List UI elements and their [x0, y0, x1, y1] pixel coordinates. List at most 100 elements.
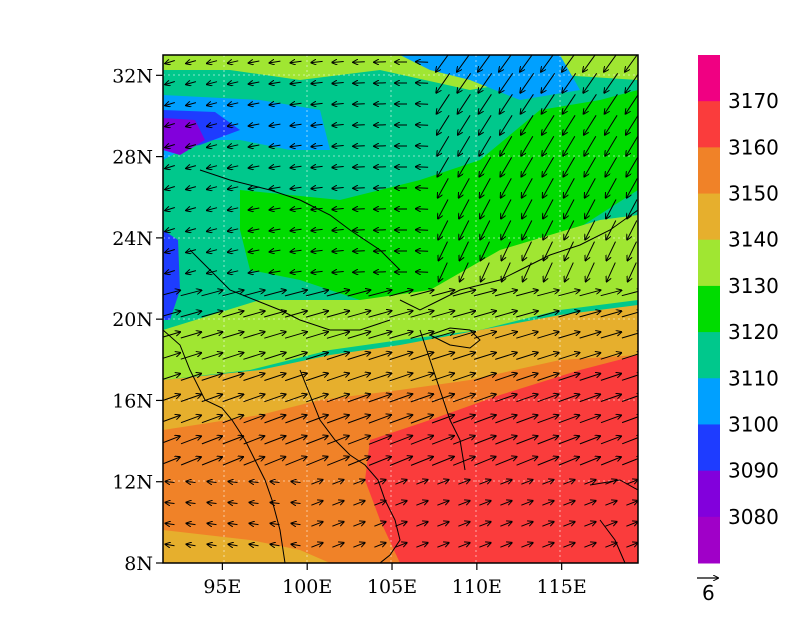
wind-arrow	[292, 503, 301, 504]
wind-arrow	[542, 157, 555, 176]
wind-arrow	[264, 353, 285, 360]
wind-arrow	[306, 394, 328, 403]
lon-label: 110E	[452, 576, 502, 598]
wind-arrow	[605, 115, 618, 134]
wind-arrow	[473, 353, 496, 360]
wind-arrow	[353, 188, 365, 189]
wind-arrow	[250, 482, 259, 483]
wind-arrow	[332, 146, 344, 147]
wind-arrow	[306, 436, 327, 445]
wind-arrow	[541, 73, 556, 92]
wind-arrow	[474, 415, 496, 424]
wind-arrow	[625, 73, 638, 92]
wind-arrow	[431, 415, 454, 424]
wind-arrow	[353, 146, 365, 147]
colorbar-swatch	[698, 101, 720, 148]
wind-arrow	[311, 145, 323, 146]
wind-arrow	[565, 241, 574, 261]
wind-arrow	[201, 374, 223, 381]
wind-arrow	[439, 241, 448, 261]
lat-label: 12N	[112, 472, 153, 494]
wind-arrow	[222, 311, 244, 318]
wind-arrow	[291, 271, 302, 273]
wind-arrow	[306, 457, 327, 466]
wind-arrow	[270, 229, 281, 231]
wind-arrow	[473, 311, 496, 318]
wind-arrow	[228, 229, 239, 231]
wind-arrow	[452, 332, 475, 339]
wind-arrow	[207, 124, 218, 127]
wind-arrow	[563, 501, 574, 506]
wind-arrow	[305, 332, 328, 339]
wind-arrow	[458, 522, 469, 527]
wind-arrow	[249, 61, 260, 63]
wind-arrow	[600, 395, 621, 402]
wind-arrow	[585, 220, 596, 240]
wind-arrow	[395, 480, 406, 485]
wind-arrow	[579, 311, 601, 318]
wind-arrow	[180, 457, 201, 466]
colorbar-swatch	[698, 55, 720, 102]
wind-arrow	[563, 136, 576, 155]
wind-arrow	[311, 61, 323, 62]
wind-arrow	[628, 241, 637, 261]
colorbar-label: 3080	[728, 505, 779, 529]
wind-arrow	[458, 94, 471, 113]
wind-arrow	[180, 332, 201, 339]
wind-arrow	[437, 136, 450, 155]
colorbar-swatch	[698, 285, 720, 333]
wind-arrow	[460, 262, 469, 282]
wind-arrow	[452, 290, 475, 297]
wind-arrow	[229, 544, 238, 545]
wind-arrow	[284, 290, 307, 297]
wind-arrow	[474, 436, 495, 445]
wind-arrow	[249, 250, 260, 252]
wind-arrow	[305, 353, 328, 360]
wind-arrow	[389, 436, 412, 445]
wind-arrow	[326, 394, 349, 403]
wind-arrow	[500, 543, 511, 548]
wind-arrow	[264, 290, 286, 297]
wind-arrow	[516, 457, 538, 466]
wind-arrow	[410, 415, 433, 424]
wind-arrow	[368, 352, 392, 361]
wind-arrow	[291, 61, 302, 63]
wind-arrow	[516, 415, 538, 424]
wind-arrow	[521, 480, 532, 485]
wind-arrow	[305, 373, 328, 382]
band-3160	[365, 355, 638, 563]
wind-arrow	[501, 178, 512, 197]
wind-arrow	[165, 61, 175, 64]
lon-label: 105E	[367, 576, 417, 598]
wind-arrow	[374, 522, 385, 527]
wind-arrow	[250, 523, 259, 524]
wind-arrow	[458, 115, 471, 134]
band-3110-top	[400, 55, 580, 100]
wind-arrow	[228, 145, 239, 147]
wind-arrow	[264, 436, 286, 445]
wind-arrow	[270, 124, 281, 126]
wind-arrow	[187, 503, 196, 504]
wind-arrow	[228, 166, 239, 168]
wind-arrow	[621, 395, 638, 402]
wind-arrow	[584, 157, 597, 176]
wind-arrow	[347, 353, 370, 360]
wind-arrow	[563, 115, 576, 134]
wind-arrow	[502, 241, 511, 261]
wind-arrow	[563, 543, 574, 548]
wind-arrow	[249, 82, 260, 84]
wind-arrow	[208, 523, 217, 524]
wind-arrow	[243, 311, 264, 318]
wind-arrow	[207, 229, 218, 232]
wind-arrow	[564, 178, 575, 197]
wind-arrow	[249, 145, 260, 147]
wind-arrow	[332, 209, 344, 210]
wind-arrow	[605, 522, 616, 527]
wind-arrow	[187, 523, 196, 524]
wind-arrow	[452, 353, 475, 360]
colorbar-label: 3130	[728, 274, 779, 298]
wind-arrow	[306, 415, 328, 424]
colorbar-label: 3100	[728, 412, 779, 436]
wind-arrow	[311, 229, 323, 230]
wind-arrow	[600, 290, 622, 297]
